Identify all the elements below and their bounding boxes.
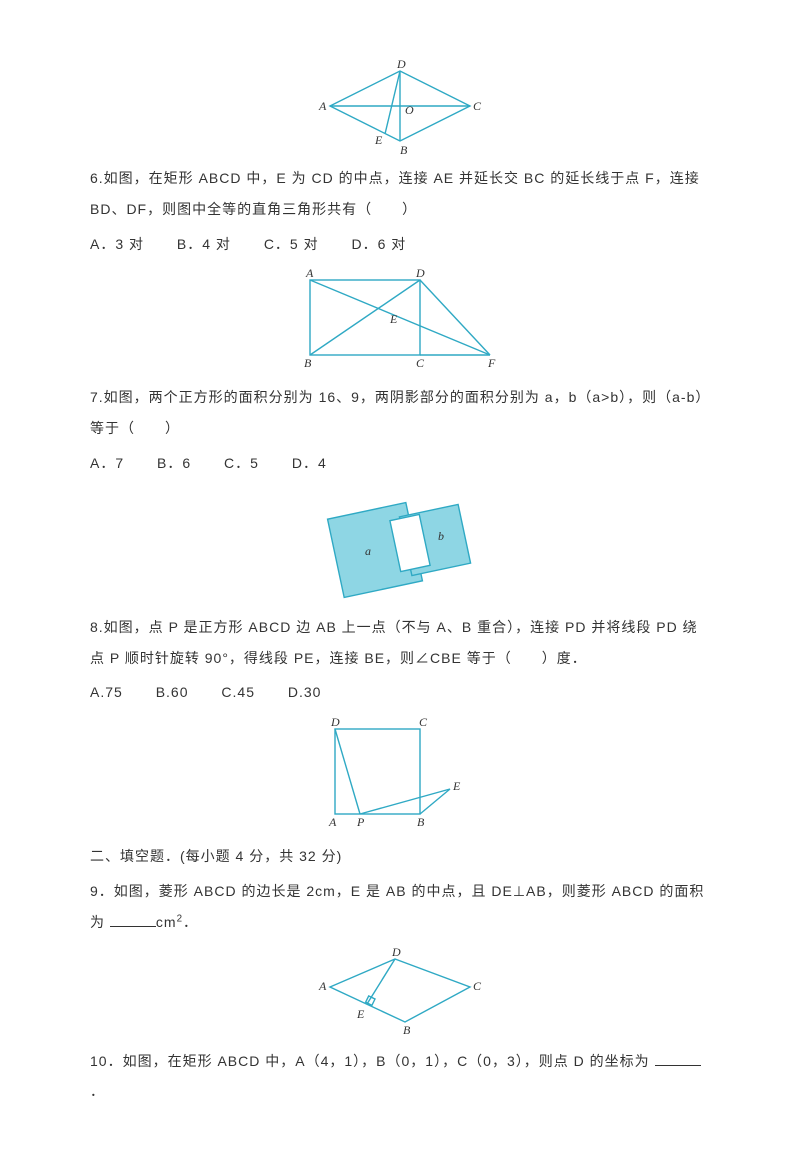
label-D: D [391,945,401,959]
label-D: D [330,715,340,729]
q7-options: A．7 B．6 C．5 D．4 [90,448,710,479]
label-P: P [356,815,365,829]
q9-text-b: cm [156,914,177,930]
q10-text: 10．如图，在矩形 ABCD 中，A（4，1），B（0，1），C（0，3），则点… [90,1046,710,1108]
label-B: B [304,356,312,370]
q6-opt-C: C．5 对 [264,236,319,252]
q6-opt-A: A．3 对 [90,236,144,252]
label-C: C [473,99,482,113]
label-b: b [438,529,444,543]
q10-blank [655,1051,701,1066]
label-D: D [415,266,425,280]
q8-opt-C: C.45 [221,684,255,700]
q8-opt-B: B.60 [156,684,189,700]
q7-opt-B: B．6 [157,455,191,471]
q9-text-c: ． [183,914,198,930]
page: A B C D E O 6.如图，在矩形 ABCD 中，E 为 CD 的中点，连… [0,0,800,1151]
q7-opt-C: C．5 [224,455,259,471]
label-D: D [396,57,406,71]
label-E: E [389,312,398,326]
label-E: E [356,1007,365,1021]
q8-opt-A: A.75 [90,684,123,700]
section2-header: 二、填空题．(每小题 4 分，共 32 分) [90,841,710,872]
q6-opt-D: D．6 对 [352,236,407,252]
label-B: B [417,815,425,829]
q8-text: 8.如图，点 P 是正方形 ABCD 边 AB 上一点（不与 A、B 重合），连… [90,612,710,674]
q6-text: 6.如图，在矩形 ABCD 中，E 为 CD 的中点，连接 AE 并延长交 BC… [90,163,710,225]
q9-text: 9．如图，菱形 ABCD 的边长是 2cm，E 是 AB 的中点，且 DE⊥AB… [90,876,710,938]
label-C: C [416,356,425,370]
label-B: B [400,143,408,156]
label-E: E [452,779,461,793]
label-A: A [318,979,327,993]
label-O: O [405,103,414,117]
figure-q8: D C A P B E [90,714,710,837]
q9-blank [110,912,156,927]
q10-text-b: ． [90,1083,105,1099]
q6-options: A．3 对 B．4 对 C．5 对 D．6 对 [90,229,710,260]
label-A: A [305,266,314,280]
label-F: F [487,356,496,370]
q8-options: A.75 B.60 C.45 D.30 [90,677,710,708]
figure-top-rhombus: A B C D E O [90,56,710,159]
figure-q9: A B C D E [90,944,710,1042]
q10-text-a: 10．如图，在矩形 ABCD 中，A（4，1），B（0，1），C（0，3），则点… [90,1053,655,1069]
figure-q6: A D B C F E [90,265,710,378]
label-E: E [374,133,383,147]
q7-opt-A: A．7 [90,455,124,471]
q6-opt-B: B．4 对 [177,236,231,252]
q8-opt-D: D.30 [288,684,322,700]
figure-q7: a b [90,485,710,608]
label-a: a [365,544,371,558]
label-A: A [328,815,337,829]
q7-opt-D: D．4 [292,455,327,471]
label-A: A [318,99,327,113]
label-C: C [419,715,428,729]
q7-text: 7.如图，两个正方形的面积分别为 16、9，两阴影部分的面积分别为 a，b（a>… [90,382,710,444]
label-B: B [403,1023,411,1037]
label-C: C [473,979,482,993]
